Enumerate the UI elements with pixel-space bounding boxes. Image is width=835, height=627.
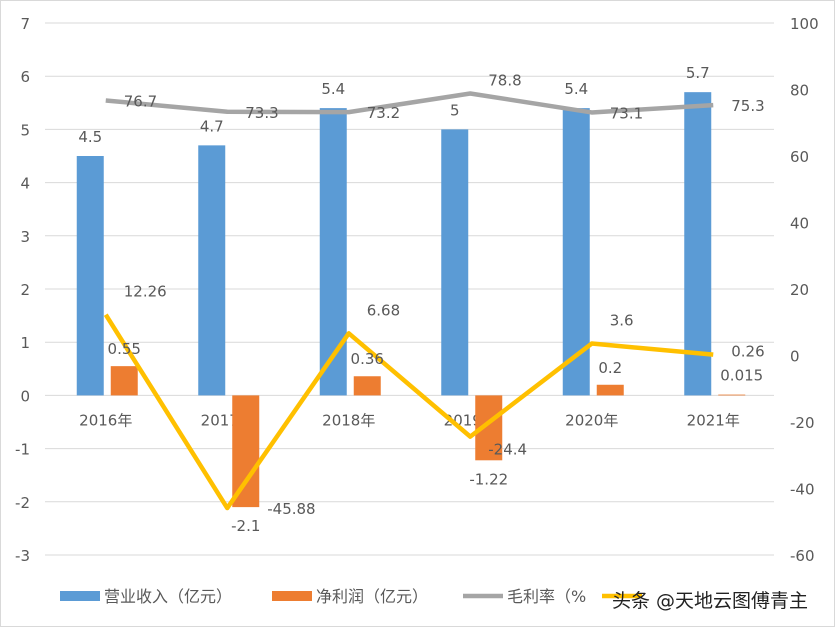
data-label-revenue: 4.7 xyxy=(200,117,224,135)
y-right-tick: -20 xyxy=(790,414,815,432)
data-label-revenue: 5 xyxy=(450,101,460,119)
y-left-tick: -3 xyxy=(15,547,30,565)
data-label-yellow: 6.68 xyxy=(367,301,400,319)
data-label-yellow: 0.26 xyxy=(731,343,764,361)
data-label-revenue: 5.4 xyxy=(321,80,345,98)
y-left-tick: -2 xyxy=(15,494,30,512)
bar-revenue xyxy=(76,156,104,396)
y-left-tick: 7 xyxy=(20,15,30,33)
data-label-net-profit: 0.015 xyxy=(720,367,763,385)
x-tick: 2018年 xyxy=(322,411,375,429)
y-left-tick: 4 xyxy=(20,175,30,193)
y-right-tick: -60 xyxy=(790,547,815,565)
data-label-revenue: 4.5 xyxy=(78,128,102,146)
bar-net-profit xyxy=(232,395,260,508)
data-label-yellow: -45.88 xyxy=(267,500,315,518)
legend-label: 营业收入（亿元） xyxy=(104,587,232,606)
bar-revenue xyxy=(198,145,226,396)
data-label-yellow: -24.4 xyxy=(488,441,527,459)
data-label-net-profit: -1.22 xyxy=(469,470,508,488)
data-label-net-profit: -2.1 xyxy=(231,517,260,535)
watermark: 头条 @天地云图傅青主 xyxy=(612,590,808,612)
y-left-tick: 2 xyxy=(20,281,30,299)
data-label-gross-margin: 73.2 xyxy=(367,104,400,122)
y-right-tick: 20 xyxy=(790,281,809,299)
y-right-tick: -40 xyxy=(790,481,815,499)
bar-revenue xyxy=(562,108,590,396)
data-label-gross-margin: 73.3 xyxy=(245,104,278,122)
legend-swatch xyxy=(60,591,100,601)
data-label-gross-margin: 75.3 xyxy=(731,97,764,115)
bar-net-profit xyxy=(718,394,746,396)
legend-label: 净利润（亿元） xyxy=(316,587,428,606)
bar-revenue xyxy=(441,129,469,396)
data-label-net-profit: 0.55 xyxy=(108,340,141,358)
y-left-tick: 6 xyxy=(20,68,30,86)
bar-net-profit xyxy=(110,366,138,396)
data-label-gross-margin: 78.8 xyxy=(488,71,521,89)
legend-swatch xyxy=(272,591,312,601)
data-label-yellow: 12.26 xyxy=(124,283,167,301)
y-right-tick: 100 xyxy=(790,15,819,33)
y-left-tick: -1 xyxy=(15,441,30,459)
line-yellow xyxy=(103,313,714,511)
x-tick: 2020年 xyxy=(565,411,618,429)
y-left-tick: 1 xyxy=(20,334,30,352)
y-right-tick: 40 xyxy=(790,215,809,233)
y-right-tick: 80 xyxy=(790,82,809,100)
y-left-tick: 5 xyxy=(20,121,30,139)
data-label-net-profit: 0.2 xyxy=(598,359,622,377)
y-left-tick: 3 xyxy=(20,228,30,246)
x-tick: 2016年 xyxy=(79,411,132,429)
data-label-gross-margin: 73.1 xyxy=(610,104,643,122)
x-tick: 2021年 xyxy=(687,411,740,429)
data-label-yellow: 3.6 xyxy=(610,312,634,330)
data-label-gross-margin: 76.7 xyxy=(124,92,157,110)
data-label-net-profit: 0.36 xyxy=(351,350,384,368)
y-right-tick: 0 xyxy=(790,348,800,366)
legend-label: 毛利率（% xyxy=(507,587,586,606)
bar-net-profit xyxy=(353,376,381,396)
line-gross-margin xyxy=(105,91,714,115)
bar-revenue xyxy=(319,108,347,396)
data-label-revenue: 5.7 xyxy=(686,64,710,82)
y-right-tick: 60 xyxy=(790,148,809,166)
bar-net-profit xyxy=(596,384,624,396)
data-label-revenue: 5.4 xyxy=(564,80,588,98)
bar-revenue xyxy=(684,92,712,396)
y-left-tick: 0 xyxy=(20,387,30,405)
